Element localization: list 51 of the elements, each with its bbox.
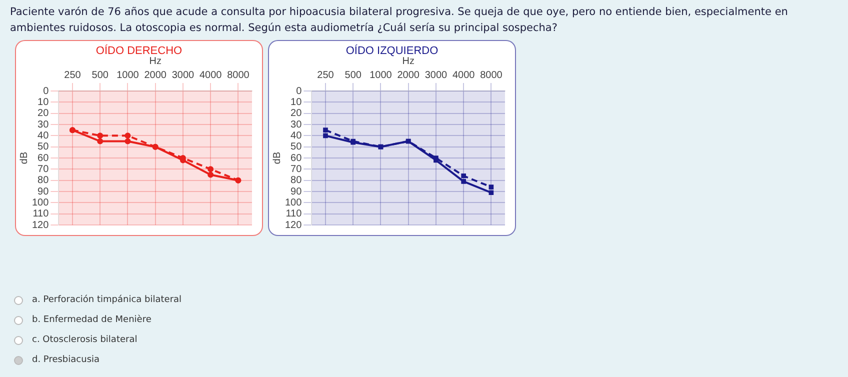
x-tick-label: 4000 [452, 70, 476, 81]
x-tick-label: 500 [344, 70, 362, 81]
x-tick-label: 2000 [397, 70, 420, 81]
y-axis-title: dB [272, 152, 283, 164]
chart-title: OÍDO IZQUIERDO [344, 45, 440, 57]
x-tick-label: 500 [92, 70, 109, 81]
x-axis-title: Hz [402, 56, 414, 67]
y-tick-label: 30 [38, 119, 50, 130]
y-tick-label: 20 [38, 108, 50, 120]
x-tick-label: 4000 [199, 70, 222, 81]
x-tick-label: 1000 [370, 70, 392, 81]
x-tick-label: 8000 [480, 70, 503, 81]
x-tick-label: 250 [64, 70, 82, 81]
y-tick-label: 120 [32, 220, 50, 231]
y-tick-label: 100 [32, 197, 50, 208]
y-tick-label: 10 [290, 96, 302, 108]
y-tick-label: 90 [290, 186, 302, 198]
y-tick-label: 50 [290, 142, 302, 153]
y-tick-label: 120 [284, 220, 302, 231]
x-tick-label: 3000 [424, 70, 448, 81]
y-tick-label: 30 [290, 119, 302, 130]
y-tick-label: 90 [38, 186, 50, 198]
y-tick-label: 50 [38, 142, 50, 153]
text: b. Enfermedad de Menière [32, 315, 152, 325]
y-tick-label: 60 [290, 152, 302, 164]
x-tick-label: 8000 [227, 70, 250, 81]
y-tick-label: 80 [290, 175, 302, 186]
y-tick-label: 60 [38, 152, 50, 164]
x-tick-label: 1000 [116, 70, 140, 81]
text: a. Perforación timpánica bilateral [32, 295, 182, 305]
chart-title: OÍDO DERECHO [94, 45, 184, 57]
y-tick-label: 10 [38, 96, 50, 108]
x-axis-title: Hz [149, 56, 162, 67]
y-axis-title: dB [18, 152, 30, 164]
text: Paciente varón de 76 años que acude a consulta por hipoacusia bilateral progresiva. Se queja de que oye, pero no entiende bien, especialmente en ambientes ruidosos. La otoscopia es normal. Según esta audiometría ¿Cuál sería su principal sospecha? [10, 5, 789, 36]
text: d. Presbiacusia [32, 355, 100, 365]
x-tick-label: 3000 [172, 70, 195, 81]
y-tick-label: 0 [43, 86, 50, 97]
y-tick-label: 110 [286, 208, 302, 220]
text: c. Otosclerosis bilateral [32, 335, 138, 345]
y-tick-label: 0 [296, 86, 302, 97]
y-tick-label: 70 [38, 164, 50, 175]
y-tick-label: 80 [38, 175, 50, 186]
y-tick-label: 40 [290, 130, 302, 142]
y-tick-label: 20 [290, 108, 302, 120]
y-tick-label: 100 [284, 197, 302, 208]
x-tick-label: 2000 [144, 70, 167, 81]
y-tick-label: 110 [32, 208, 50, 220]
y-tick-label: 40 [38, 130, 50, 142]
y-tick-label: 70 [290, 164, 302, 175]
x-tick-label: 250 [317, 70, 334, 81]
